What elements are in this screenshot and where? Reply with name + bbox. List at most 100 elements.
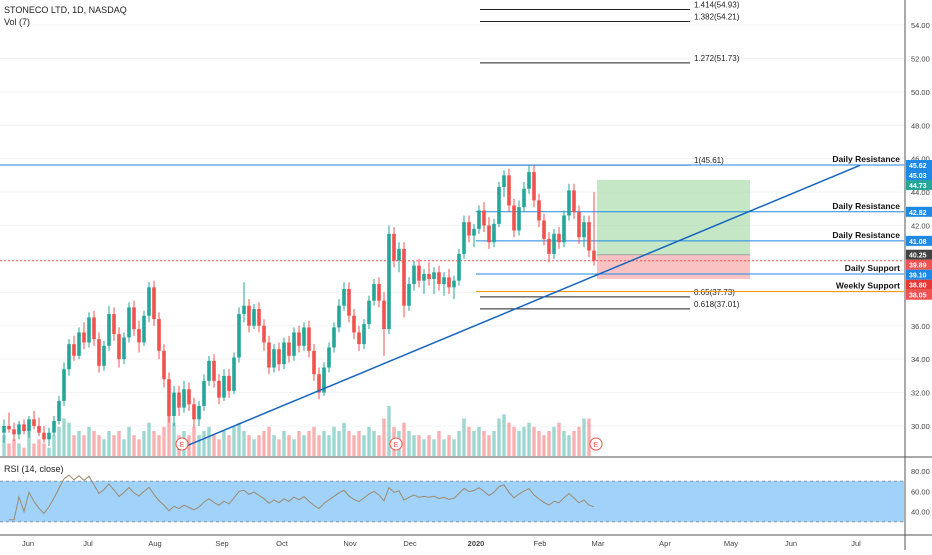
candle-body [167, 379, 171, 416]
fib-label: 1.272(51.73) [694, 54, 740, 63]
volume-bar [17, 443, 21, 456]
volume-bar [487, 435, 491, 456]
volume-bar [437, 431, 441, 456]
volume-bar [337, 431, 341, 456]
event-label: E [394, 442, 399, 449]
candle-body [272, 349, 276, 368]
volume-bar [172, 422, 176, 456]
volume-bar [417, 435, 421, 456]
price-tag [906, 235, 932, 246]
level-label: Daily Resistance [832, 230, 900, 240]
candle-body [192, 404, 196, 420]
candle-body [67, 344, 71, 370]
volume-bar [152, 431, 156, 456]
volume-bar [312, 426, 316, 456]
volume-bar [377, 435, 381, 456]
volume-bar [477, 426, 481, 456]
volume-bar [432, 439, 436, 456]
candle-body [562, 215, 566, 243]
candle-body [482, 210, 486, 226]
candle-body [292, 332, 296, 356]
candle-body [57, 400, 61, 421]
volume-bar [197, 435, 201, 456]
candle-body [152, 287, 156, 320]
candle-body [427, 273, 431, 279]
candle-body [457, 253, 461, 281]
volume-bar [257, 435, 261, 456]
fib-label: 1.414(54.93) [694, 0, 740, 9]
time-tick-label: Jun [22, 539, 34, 548]
candle-body [567, 190, 571, 216]
price-tick-label: 30.00 [911, 422, 930, 431]
volume-bar [247, 435, 251, 456]
volume-bar [57, 426, 61, 456]
price-tick-label: 34.00 [911, 355, 930, 364]
candle-body [267, 342, 271, 368]
candle-body [367, 300, 371, 325]
volume-bar [217, 439, 221, 456]
volume-bar [457, 431, 461, 456]
volume-bar [317, 435, 321, 456]
candle-body [467, 222, 471, 236]
rsi-line [9, 474, 595, 521]
volume-bar [207, 426, 211, 456]
volume-bar [452, 439, 456, 456]
volume-bar [507, 422, 511, 456]
candle-body [227, 375, 231, 391]
candle-body [572, 190, 576, 213]
candle-body [462, 222, 466, 254]
rsi-tick-label: 60.00 [911, 487, 930, 496]
candle-body [352, 315, 356, 333]
price-tag [906, 269, 932, 280]
fib-label: 1(45.61) [694, 156, 724, 165]
volume-bar [157, 435, 161, 456]
volume-bar [582, 418, 586, 456]
volume-bar [362, 435, 366, 456]
candle-body [442, 277, 446, 284]
volume-bar [67, 422, 71, 456]
price-grid [0, 24, 904, 427]
volume-bar [267, 426, 271, 456]
candle-body [42, 432, 46, 440]
volume-bar [287, 435, 291, 456]
candle-body [107, 314, 111, 346]
candle-body [512, 205, 516, 231]
candlesticks [2, 165, 596, 447]
volume-bar [587, 418, 591, 456]
time-tick-label: Jul [851, 539, 861, 548]
volume-bar [107, 431, 111, 456]
candle-body [327, 347, 331, 368]
candle-body [312, 350, 316, 375]
candle-body [132, 307, 136, 330]
volume-bar [367, 426, 371, 456]
time-tick-label: Aug [148, 539, 161, 548]
candle-body [62, 369, 66, 401]
volume-bar [12, 439, 16, 456]
candle-body [337, 305, 341, 328]
price-tag-label: 39.10 [909, 273, 927, 280]
price-tag [906, 160, 932, 171]
candle-body [417, 265, 421, 281]
volume-bar [7, 443, 11, 456]
candle-body [137, 329, 141, 343]
candle-body [162, 350, 166, 380]
candle-body [582, 222, 586, 238]
volume-bar [162, 426, 166, 456]
candle-body [592, 250, 596, 261]
candle-body [302, 327, 306, 346]
candle-body [437, 272, 441, 284]
candle-body [377, 283, 381, 301]
candle-body [322, 367, 326, 393]
fib-label: 0.618(37.01) [694, 300, 740, 309]
volume-bar [212, 435, 216, 456]
price-tag [906, 259, 932, 270]
candle-body [87, 317, 91, 343]
price-tag [906, 180, 932, 191]
volume-bar [387, 406, 391, 456]
candle-body [82, 332, 86, 343]
candle-body [577, 212, 581, 238]
level-label: Daily Resistance [832, 201, 900, 211]
volume-bar [192, 426, 196, 456]
